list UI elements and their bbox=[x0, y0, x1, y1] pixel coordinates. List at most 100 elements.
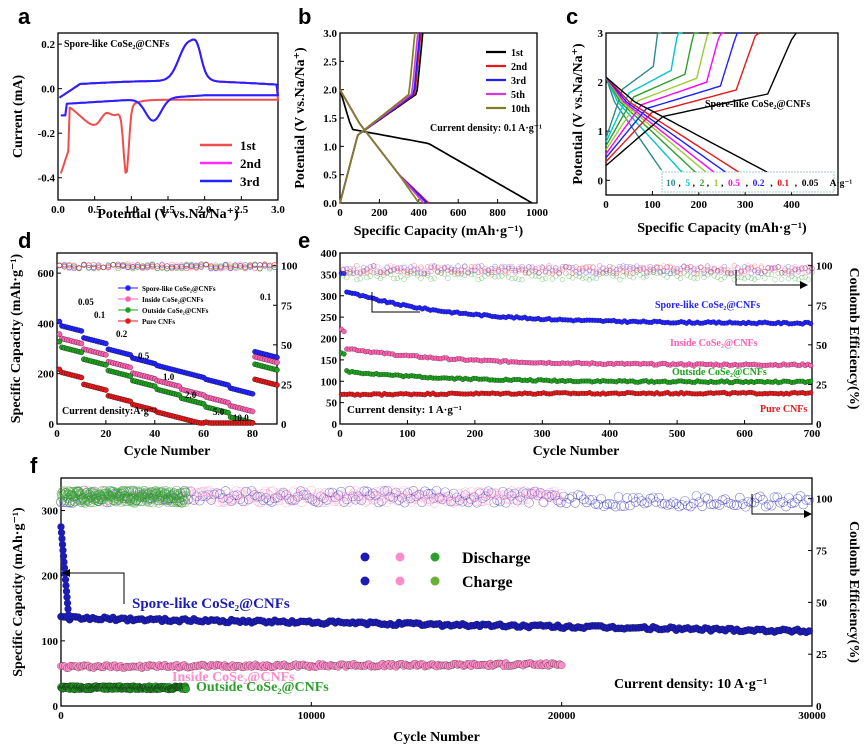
rate-label: 5.0 bbox=[213, 407, 225, 417]
ce-marker bbox=[644, 270, 650, 276]
ce-marker bbox=[458, 267, 465, 273]
ce-marker bbox=[599, 501, 609, 512]
separator: , bbox=[746, 179, 749, 189]
ce-marker bbox=[408, 270, 414, 277]
y-tick-label: 0.2 bbox=[41, 39, 55, 51]
ce-marker bbox=[761, 501, 771, 512]
ce-marker bbox=[428, 264, 434, 270]
ce-marker bbox=[526, 488, 536, 498]
ce-marker bbox=[559, 267, 566, 273]
charge-curve bbox=[605, 32, 662, 139]
ce-marker bbox=[333, 496, 344, 507]
rate-label-box bbox=[661, 171, 835, 193]
ce-marker bbox=[667, 264, 674, 271]
capacity-marker bbox=[808, 378, 814, 384]
x-axis-label: Cycle Number bbox=[533, 444, 620, 459]
y-tick-label: 3 bbox=[598, 28, 604, 40]
y-tick-label: 0 bbox=[598, 175, 604, 187]
ce-marker bbox=[745, 274, 751, 280]
ce-marker bbox=[371, 269, 377, 276]
ce-marker bbox=[785, 270, 792, 277]
ce-marker bbox=[139, 265, 146, 271]
ce-marker bbox=[553, 267, 559, 274]
ce-marker bbox=[356, 487, 367, 497]
ce-marker bbox=[584, 495, 595, 505]
ce-marker bbox=[526, 270, 532, 276]
ce-marker bbox=[188, 263, 195, 270]
y-tick-label: 300 bbox=[321, 291, 338, 303]
ce-marker bbox=[752, 493, 762, 503]
ce-marker bbox=[499, 270, 505, 276]
legend-label: 2nd bbox=[511, 62, 528, 73]
ce-marker bbox=[178, 264, 185, 270]
series-label: Outside CoSe₂@CNFs bbox=[672, 367, 767, 378]
ce-marker bbox=[66, 265, 72, 272]
ce-marker bbox=[694, 270, 701, 277]
y-axis-label: Current (mA) bbox=[11, 75, 26, 159]
ce-marker bbox=[668, 497, 679, 507]
ce-marker bbox=[475, 269, 481, 276]
legend-marker bbox=[125, 296, 131, 302]
ce-marker bbox=[391, 267, 397, 273]
discharge-curve bbox=[605, 76, 683, 173]
rate-label: 0.05 bbox=[78, 297, 94, 307]
ce-marker bbox=[650, 269, 657, 275]
separator: , bbox=[795, 179, 798, 189]
ce-marker bbox=[805, 277, 812, 283]
ce-marker bbox=[640, 266, 647, 272]
ce-marker bbox=[580, 265, 586, 272]
ce-marker bbox=[223, 493, 234, 504]
ce-marker bbox=[389, 488, 399, 499]
rate-label: 0.1 bbox=[94, 310, 106, 320]
discharge-curve bbox=[605, 76, 797, 182]
ce-marker bbox=[379, 486, 390, 496]
ce-marker bbox=[414, 272, 421, 278]
ce-marker bbox=[208, 263, 214, 269]
ce-marker bbox=[640, 265, 647, 271]
ce-marker bbox=[475, 263, 481, 269]
ce-marker bbox=[741, 264, 748, 270]
ce-marker bbox=[738, 268, 744, 274]
ce-marker bbox=[725, 270, 731, 276]
ce-marker bbox=[331, 494, 342, 504]
legend-marker bbox=[430, 552, 440, 562]
ce-marker bbox=[208, 488, 218, 498]
capacity-marker bbox=[62, 581, 70, 590]
ce-marker bbox=[566, 264, 572, 270]
ce-marker bbox=[420, 491, 430, 501]
legend-label: Spore-like CoSe₂@CNFs bbox=[142, 285, 216, 293]
y-tick-label: 150 bbox=[321, 355, 338, 367]
ce-marker bbox=[421, 271, 427, 278]
ce-marker bbox=[169, 265, 175, 272]
ce-marker bbox=[371, 263, 377, 269]
capacity-marker bbox=[103, 387, 109, 393]
panel-label: d bbox=[18, 228, 31, 253]
ce-marker bbox=[637, 266, 643, 272]
ce-marker bbox=[243, 487, 253, 498]
ce-marker bbox=[573, 264, 579, 270]
arrow bbox=[735, 270, 800, 286]
legend-label: Inside CoSe₂@CNFs bbox=[142, 296, 204, 304]
discharge-curve bbox=[605, 76, 760, 180]
ce-marker bbox=[394, 265, 400, 272]
x-tick-label: 1000 bbox=[526, 207, 549, 219]
ce-marker bbox=[408, 486, 419, 496]
ce-marker bbox=[266, 486, 276, 497]
panel-f: 0 10000 20000 3000001002003000255075100fCyc… bbox=[11, 453, 861, 745]
ce-marker bbox=[291, 488, 301, 498]
x-tick-label: 20 bbox=[100, 428, 112, 440]
capacity-marker bbox=[62, 587, 71, 595]
legend-marker bbox=[360, 576, 370, 586]
ce-marker bbox=[499, 263, 505, 270]
ce-marker bbox=[418, 264, 424, 270]
capacity-marker bbox=[103, 362, 109, 368]
ce-marker bbox=[289, 486, 299, 497]
ce-marker bbox=[701, 274, 707, 281]
ce-marker bbox=[671, 269, 677, 275]
rate-label: 0.1 bbox=[777, 179, 789, 189]
ce-marker bbox=[627, 270, 633, 277]
ce-marker bbox=[354, 270, 360, 276]
y2-tick-label: 50 bbox=[816, 340, 828, 352]
ce-marker bbox=[694, 275, 701, 282]
capacity-marker bbox=[341, 328, 347, 335]
